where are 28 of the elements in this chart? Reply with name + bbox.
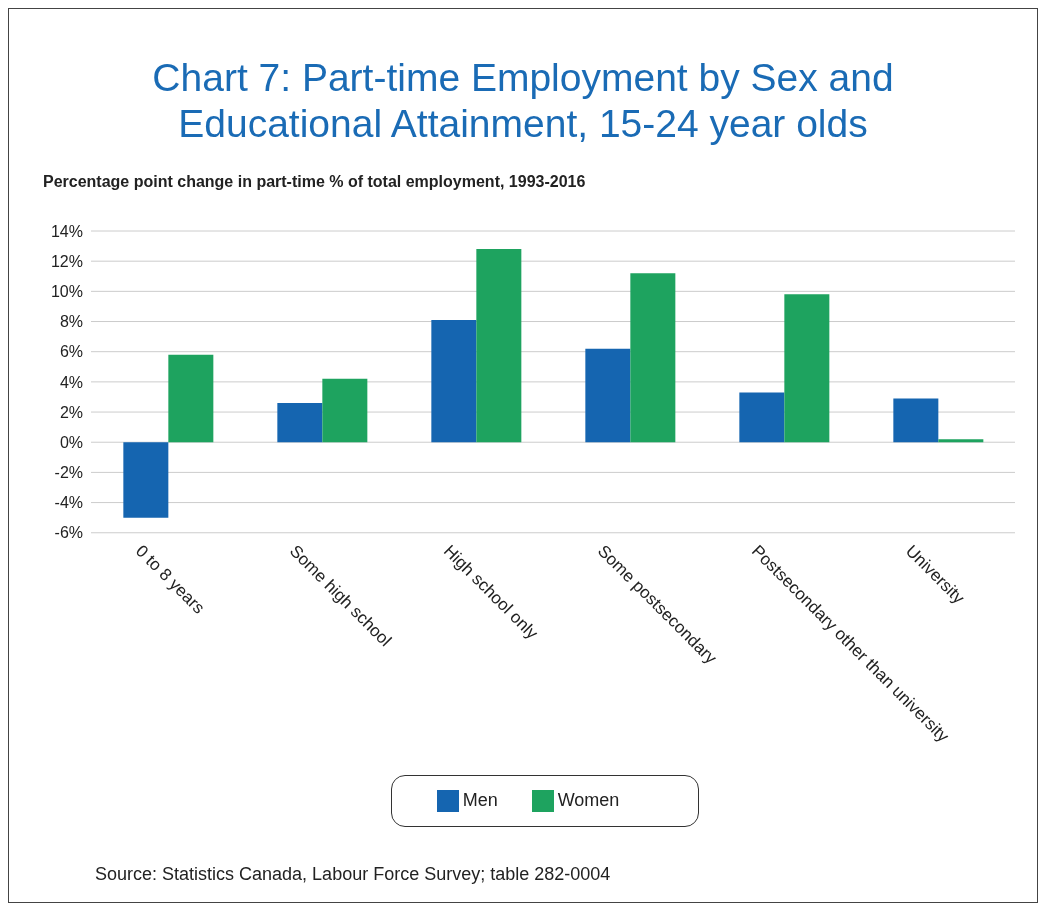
chart-title: Chart 7: Part-time Employment by Sex and Educational Attainment, 15-24 year olds: [151, 55, 895, 147]
y-tick-label: 4%: [59, 373, 83, 391]
bar: [585, 348, 631, 443]
bar: [123, 442, 169, 518]
bar: [168, 354, 214, 443]
source-note: Source: Statistics Canada, Labour Force Survey; table 282-0004: [95, 864, 611, 885]
bar: [431, 320, 477, 443]
bar: [938, 439, 984, 443]
y-tick-label: 8%: [59, 313, 83, 331]
chart-subtitle: Percentage point change in part-time % of total employment, 1993-2016: [43, 173, 587, 191]
y-tick-label: -4%: [54, 494, 83, 512]
legend-label: Women: [557, 789, 620, 810]
y-tick-label: 10%: [50, 283, 83, 301]
bar: [277, 403, 323, 443]
bar: [630, 273, 676, 443]
y-tick-label: -6%: [54, 524, 83, 542]
y-tick-label: 12%: [50, 252, 83, 270]
y-tick-label: 6%: [59, 343, 83, 361]
bar: [739, 392, 785, 443]
y-tick-label: 2%: [59, 403, 83, 421]
legend-label: Men: [462, 789, 498, 810]
bar: [322, 378, 368, 443]
bar: [893, 398, 939, 443]
bar: [476, 249, 522, 443]
y-tick-label: 14%: [50, 222, 83, 240]
bar: [784, 294, 830, 443]
y-tick-label: -2%: [54, 464, 83, 482]
y-tick-label: 0%: [59, 433, 83, 451]
